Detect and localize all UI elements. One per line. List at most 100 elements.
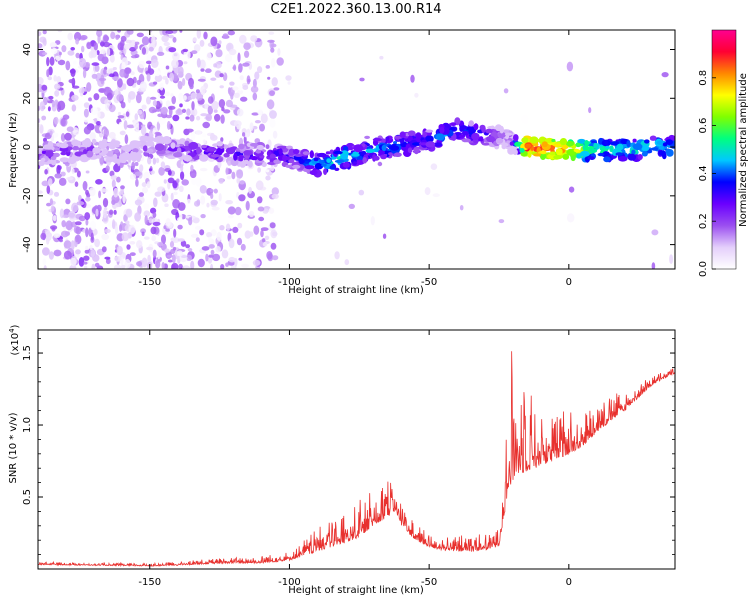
snr-series-line <box>38 351 675 567</box>
spectrogram-noise-cell <box>185 244 191 249</box>
snr-y-multiplier-exp: 4 <box>8 328 16 333</box>
spectrogram-noise-cell <box>210 263 214 269</box>
spectrogram-noise-cell <box>142 186 148 194</box>
spectrogram-noise-cell <box>94 262 100 268</box>
spectrogram-ridge-cell <box>92 147 101 154</box>
spectrogram-ridge-cell <box>566 148 577 156</box>
spectrogram-noise-cell <box>70 240 75 250</box>
spectrogram-noise-cell <box>90 249 96 258</box>
spectrogram-noise-cell <box>117 111 121 116</box>
spectrogram-ridge-cell <box>227 160 232 166</box>
spectrogram-ridge-cell <box>304 165 315 170</box>
spectrogram-ridge-cell <box>385 136 390 141</box>
spectrogram-noise-cell <box>503 88 509 94</box>
spectrogram-noise-cell <box>141 36 150 46</box>
spectrogram-ridge-cell <box>362 157 368 164</box>
spectrogram-noise-cell <box>348 203 355 209</box>
spectrogram-ridge-cell <box>82 149 88 155</box>
spectrogram-noise-cell <box>112 219 116 230</box>
spectrogram-noise-cell <box>212 253 221 262</box>
spectrogram-noise-cell <box>39 101 45 112</box>
spectrogram-ridge-cell <box>188 141 199 150</box>
spectrogram-noise-cell <box>46 202 52 207</box>
spectrogram-noise-cell <box>238 85 242 92</box>
spectrogram-noise-cell <box>196 58 201 68</box>
spectrogram-noise-cell <box>78 257 85 267</box>
spectrogram-noise-cell <box>98 190 102 199</box>
spectrogram-noise-cell <box>210 249 215 255</box>
spectrogram-ridge-cell <box>154 143 165 151</box>
spectrogram-ridge-cell <box>529 136 539 144</box>
spectrogram-noise-cell <box>238 63 243 73</box>
spectrogram-noise-cell <box>192 217 200 224</box>
spectrogram-ridge-cell <box>286 145 293 149</box>
spectrogram-noise-cell <box>70 68 76 77</box>
spectrogram-noise-cell <box>190 164 194 172</box>
spectrogram-noise-cell <box>195 237 200 243</box>
spectrogram-noise-cell <box>53 75 57 82</box>
spectrogram-ridge-cell <box>504 132 513 136</box>
spectrogram-ridge-cell <box>169 148 178 152</box>
spectrogram-noise-cell <box>65 198 71 205</box>
spectrogram-noise-cell <box>41 52 48 56</box>
spectrogram-noise-cell <box>103 68 107 75</box>
spectrogram-noise-cell <box>67 32 73 41</box>
spectrogram-noise-cell <box>41 115 47 121</box>
spectrogram-noise-cell <box>85 227 89 238</box>
spectrogram-noise-cell <box>89 220 97 231</box>
spectrogram-ridge-cell <box>330 156 337 160</box>
spectrogram-ridge-cell <box>632 138 637 143</box>
spectrogram-ridge-cell <box>285 164 293 168</box>
spectrogram-ridge-cell <box>468 120 475 127</box>
spectrogram-noise-cell <box>105 165 110 172</box>
spectrogram-ridge-cell <box>415 132 422 140</box>
spectrogram-noise-cell <box>135 178 139 187</box>
spectrogram-ridge-cell <box>461 138 471 143</box>
spectrogram-ridge-cell <box>233 153 238 161</box>
spectrogram-ridge-cell <box>412 142 422 146</box>
snr-y-multiplier-close: ) <box>10 324 21 328</box>
spectrogram-noise-cell <box>64 132 72 141</box>
spectrogram-noise-cell <box>160 161 166 168</box>
spectrogram-noise-cell <box>108 73 115 78</box>
spectrogram-ridge-cell <box>539 152 547 161</box>
spectrogram-noise-cell <box>57 100 66 111</box>
spectrogram-noise-cell <box>102 197 109 208</box>
spectrogram-ridge-cell <box>610 141 620 146</box>
spectrogram-noise-cell <box>136 32 144 38</box>
spectrogram-noise-cell <box>123 83 127 90</box>
spectrogram-noise-cell <box>54 83 61 90</box>
spectrogram-noise-cell <box>128 224 136 235</box>
spectrogram-noise-cell <box>146 73 151 82</box>
spectrogram-ridge-cell <box>478 136 484 142</box>
spectrogram-noise-cell <box>134 171 142 177</box>
spectrogram-noise-cell <box>82 180 88 191</box>
spectrogram-ridge-cell <box>573 149 581 153</box>
spectrogram-noise-cell <box>242 132 246 137</box>
spectrogram-noise-cell <box>61 118 66 127</box>
spectrogram-ridge-cell <box>156 150 166 155</box>
spectrogram-ridge-cell <box>555 148 563 156</box>
spectrogram-noise-cell <box>260 113 268 124</box>
spectrogram-noise-cell <box>239 75 244 81</box>
spectrogram-noise-cell <box>242 85 249 90</box>
spectrogram-ridge-cell <box>132 140 142 146</box>
spectrogram-noise-cell <box>151 35 156 46</box>
spectrogram-noise-cell <box>233 120 242 128</box>
spectrogram-noise-cell <box>188 217 193 226</box>
spectrogram-noise-cell <box>145 60 152 65</box>
spectrogram-ridge-cell <box>433 142 443 147</box>
spectrogram-ridge-cell <box>487 125 495 130</box>
spectrogram-ridge-cell <box>460 125 468 130</box>
spectrogram-noise-cell <box>153 197 158 208</box>
spectrogram-noise-cell <box>213 109 218 113</box>
spectrogram-noise-cell <box>53 233 61 239</box>
spectrogram-noise-cell <box>269 222 276 229</box>
spectrogram-noise-cell <box>182 48 189 53</box>
spectrogram-noise-cell <box>154 191 162 197</box>
spectrogram-noise-cell <box>38 83 43 93</box>
spectrogram-ridge-cell <box>512 149 518 156</box>
spectrogram-ridge-cell <box>321 163 327 167</box>
spectrogram-ridge-cell <box>323 168 328 176</box>
spectrogram-ridge-cell <box>45 150 54 157</box>
